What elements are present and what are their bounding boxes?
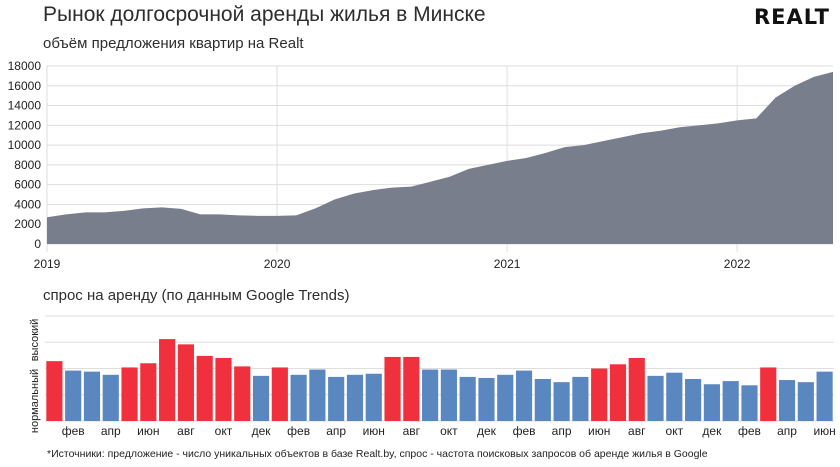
demand-bar: [384, 356, 401, 421]
bar-x-tick-label: апр: [777, 424, 797, 438]
demand-bar: [741, 385, 758, 421]
demand-bar: [703, 384, 720, 421]
area-y-tick-label: 0: [34, 237, 41, 251]
bar-x-tick-label: июн: [813, 424, 835, 438]
bar-x-tick-label: авг: [628, 424, 646, 438]
demand-bar: [140, 363, 157, 421]
demand-bar: [102, 374, 119, 421]
bar-x-tick-label: апр: [326, 424, 346, 438]
area-y-tick-label: 10000: [8, 138, 42, 152]
area-y-tick-label: 18000: [8, 59, 42, 73]
demand-bar: [515, 370, 533, 421]
bar-x-tick-label: фев: [513, 424, 536, 438]
demand-bar: [215, 358, 232, 421]
demand-bar: [497, 374, 514, 421]
demand-bar: [403, 356, 420, 421]
demand-bar: [666, 372, 683, 421]
demand-bar: [591, 368, 608, 421]
demand-bar: [685, 379, 702, 421]
demand-bar: [797, 382, 814, 421]
bar-chart-title: спрос на аренду (по данным Google Trends…: [43, 287, 350, 304]
demand-bar: [196, 355, 213, 421]
bar-x-tick-label: окт: [215, 424, 233, 438]
demand-bar: [46, 361, 63, 421]
demand-bar: [290, 374, 307, 421]
demand-bar: [647, 375, 664, 421]
demand-bar: [609, 364, 627, 421]
demand-bar: [234, 366, 251, 421]
bar-x-tick-label: июн: [363, 424, 385, 438]
footnote: *Источники: предложение - число уникальн…: [47, 448, 708, 460]
area-x-tick-label: 2019: [34, 257, 61, 271]
bar-x-tick-label: июн: [137, 424, 159, 438]
area-chart-title: объём предложения квартир на Realt: [43, 35, 304, 52]
demand-bar: [628, 358, 645, 421]
demand-bar: [159, 339, 176, 421]
area-x-tick-label: 2020: [264, 257, 291, 271]
bar-y-label-low: нормальный: [29, 369, 41, 433]
demand-bar: [760, 367, 777, 421]
bar-x-tick-label: июн: [588, 424, 610, 438]
demand-bar-chart: фев апр июн авг окт дек фев апр июн авг окт дек фев а…: [29, 315, 836, 438]
area-x-tick-label: 2022: [724, 257, 751, 271]
bar-x-tick-label: апр: [101, 424, 121, 438]
bar-x-tick-label: фев: [738, 424, 761, 438]
bar-x-tick-label: фев: [287, 424, 310, 438]
demand-bar: [478, 377, 495, 421]
area-y-tick-label: 2000: [14, 217, 41, 231]
supply-area: [47, 71, 833, 245]
demand-bar: [328, 376, 345, 421]
demand-bar: [459, 376, 476, 421]
page-title: Рынок долгосрочной аренды жилья в Минске: [43, 3, 486, 26]
demand-bar: [572, 376, 589, 421]
bar-y-label-high: высокий: [29, 319, 41, 362]
area-x-tick-label: 2021: [494, 257, 521, 271]
demand-bar: [252, 375, 270, 421]
bar-x-tick-label: дек: [252, 424, 272, 438]
demand-bar: [553, 382, 570, 421]
demand-bar: [121, 367, 138, 421]
demand-bar: [365, 373, 382, 421]
demand-bar: [309, 369, 326, 421]
bar-x-tick-label: дек: [477, 424, 497, 438]
bar-x-tick-label: окт: [666, 424, 684, 438]
demand-bar: [422, 369, 439, 421]
area-y-tick-label: 14000: [8, 99, 42, 113]
bar-x-tick-label: окт: [440, 424, 458, 438]
area-y-tick-label: 16000: [8, 79, 42, 93]
demand-bar: [83, 371, 101, 421]
realt-logo: REALT: [754, 5, 830, 29]
demand-bar: [271, 367, 288, 421]
demand-bar: [346, 374, 364, 421]
demand-bar: [534, 379, 551, 421]
bar-x-tick-label: авг: [403, 424, 421, 438]
bar-x-tick-label: апр: [552, 424, 572, 438]
area-y-tick-label: 8000: [14, 158, 41, 172]
demand-bar: [722, 381, 739, 421]
demand-bar: [65, 370, 82, 421]
area-y-tick-label: 12000: [8, 118, 42, 132]
demand-bar: [816, 371, 833, 421]
supply-area-chart: 0 2000 4000 6000 8000 10000 12000 14000 16000 180…: [8, 59, 834, 271]
demand-bar: [177, 344, 194, 421]
bar-x-tick-label: дек: [702, 424, 722, 438]
bar-x-tick-label: авг: [177, 424, 195, 438]
area-y-tick-label: 4000: [14, 197, 41, 211]
demand-bar: [778, 380, 796, 421]
area-y-tick-label: 6000: [14, 178, 41, 192]
bar-x-tick-label: фев: [62, 424, 85, 438]
demand-bar: [440, 369, 457, 421]
